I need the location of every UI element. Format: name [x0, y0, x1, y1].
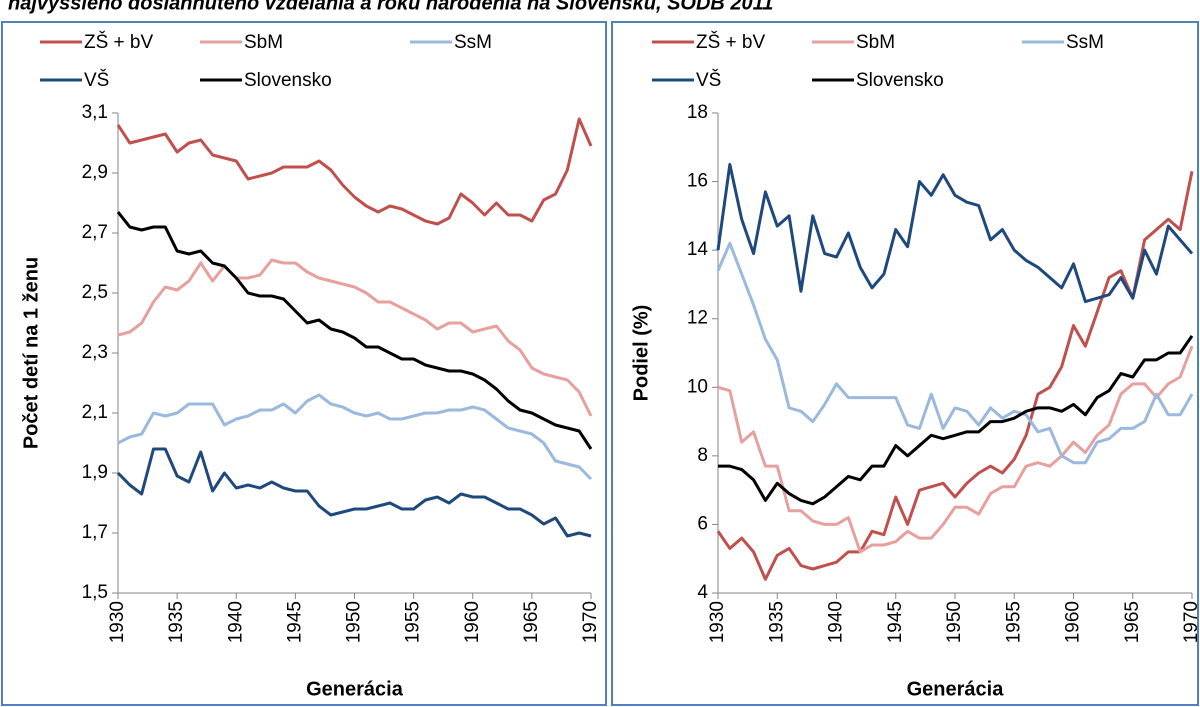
x-axis-title: Generácia	[306, 678, 404, 700]
x-tick-label: 1955	[403, 601, 424, 643]
y-axis-title: Počet detí na 1 ženu	[20, 257, 42, 449]
legend-label: VŠ	[84, 69, 109, 91]
x-tick-label: 1955	[1003, 601, 1024, 643]
legend-label: Slovensko	[244, 70, 332, 91]
legend-label: VŠ	[696, 69, 721, 91]
legend-label: SsM	[454, 32, 492, 53]
series-line	[117, 258, 593, 417]
legend-label: SsM	[1066, 32, 1104, 53]
y-tick-label: 1,5	[82, 582, 108, 603]
series-line	[116, 447, 592, 538]
series-line	[718, 335, 1194, 506]
series-line	[117, 393, 593, 481]
y-tick-label: 1,7	[82, 522, 108, 543]
x-tick-label: 1950	[944, 601, 965, 643]
chart-title: najvyššieho dosiahnutého vzdelania a rok…	[8, 0, 773, 14]
y-tick-label: 2,1	[82, 402, 108, 423]
y-tick-label: 14	[687, 239, 709, 260]
y-tick-label: 2,3	[82, 342, 108, 363]
x-axis-title: Generácia	[907, 678, 1005, 700]
legend-label: ZŠ + bV	[84, 31, 153, 53]
series-line	[717, 345, 1194, 554]
panel	[611, 21, 1199, 706]
y-tick-label: 2,5	[82, 282, 108, 303]
x-tick-label: 1970	[580, 601, 601, 643]
x-tick-label: 1940	[225, 601, 246, 643]
y-tick-label: 10	[687, 376, 708, 397]
series-line	[716, 241, 1194, 465]
x-tick-label: 1970	[1181, 601, 1200, 643]
x-tick-label: 1945	[885, 601, 906, 643]
series-line	[716, 162, 1194, 304]
series-line	[116, 117, 593, 226]
x-tick-label: 1965	[521, 601, 542, 643]
x-tick-label: 1965	[1122, 601, 1143, 643]
x-tick-label: 1935	[766, 601, 787, 643]
y-tick-label: 2,9	[82, 162, 108, 183]
series-line	[116, 211, 593, 450]
x-tick-label: 1935	[166, 601, 187, 643]
series-line	[716, 170, 1194, 581]
y-tick-label: 18	[687, 102, 708, 123]
y-axis-title: Podiel (%)	[630, 305, 652, 402]
x-tick-label: 1960	[462, 601, 483, 643]
panel	[1, 21, 607, 706]
y-tick-label: 16	[687, 171, 708, 192]
legend-label: SbM	[244, 32, 283, 53]
y-tick-label: 12	[687, 308, 708, 329]
x-tick-label: 1930	[107, 601, 128, 643]
x-tick-label: 1945	[284, 601, 305, 643]
legend-label: Slovensko	[856, 70, 944, 91]
y-tick-label: 6	[697, 513, 708, 534]
y-tick-label: 2,7	[82, 222, 108, 243]
y-tick-label: 8	[697, 445, 708, 466]
y-tick-label: 4	[697, 582, 708, 603]
x-tick-label: 1950	[344, 601, 365, 643]
y-tick-label: 3,1	[82, 102, 108, 123]
x-tick-label: 1960	[1063, 601, 1084, 643]
legend-label: SbM	[856, 32, 895, 53]
y-tick-label: 1,9	[82, 462, 108, 483]
x-tick-label: 1940	[826, 601, 847, 643]
legend-label: ZŠ + bV	[696, 31, 765, 53]
x-tick-label: 1930	[707, 601, 728, 643]
